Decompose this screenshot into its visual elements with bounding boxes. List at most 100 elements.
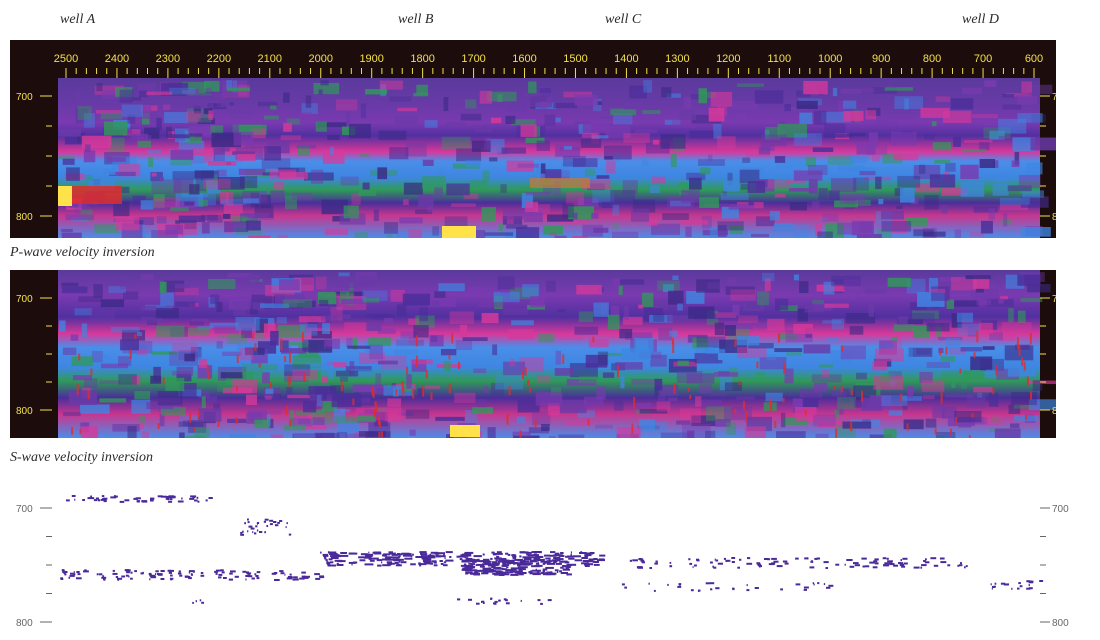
- velocity-streak: [932, 142, 951, 151]
- s-wave-point: [63, 571, 66, 574]
- s-wave-point: [115, 576, 119, 578]
- velocity-streak: [160, 89, 187, 96]
- velocity-streak: [780, 305, 798, 312]
- velocity-streak: [501, 147, 526, 154]
- velocity-streak: [585, 354, 608, 368]
- s-wave-point: [191, 573, 193, 576]
- velocity-streak: [562, 354, 565, 364]
- velocity-streak: [481, 207, 496, 222]
- s-wave-point: [286, 522, 288, 525]
- velocity-streak: [213, 174, 219, 184]
- s-wave-point: [746, 589, 750, 592]
- velocity-streak: [236, 154, 256, 161]
- velocity-streak: [140, 200, 154, 210]
- s-wave-point: [403, 553, 412, 556]
- velocity-streak: [861, 390, 864, 402]
- trace-axis-label: 900: [872, 53, 890, 65]
- s-wave-point: [443, 554, 445, 556]
- velocity-streak: [308, 386, 331, 396]
- depth-label-right: 800: [1052, 406, 1056, 417]
- velocity-streak: [403, 182, 423, 195]
- s-wave-point: [893, 564, 898, 567]
- velocity-streak: [397, 107, 418, 112]
- velocity-streak: [827, 156, 855, 165]
- velocity-streak: [1021, 357, 1024, 366]
- velocity-streak: [184, 353, 196, 362]
- s-wave-point: [510, 573, 519, 576]
- velocity-streak: [700, 399, 722, 409]
- velocity-streak: [91, 350, 103, 363]
- velocity-streak: [979, 158, 996, 169]
- velocity-streak: [943, 110, 972, 123]
- s-wave-point: [570, 551, 572, 554]
- s-wave-point: [882, 557, 887, 560]
- velocity-streak: [511, 320, 534, 326]
- s-wave-point: [494, 557, 502, 560]
- s-wave-point: [264, 531, 266, 534]
- velocity-streak: [707, 154, 713, 161]
- velocity-streak: [530, 296, 545, 308]
- velocity-streak: [849, 326, 864, 335]
- s-wave-point: [505, 602, 510, 605]
- velocity-streak: [513, 435, 540, 438]
- s-wave-point: [505, 552, 509, 555]
- velocity-streak: [510, 358, 515, 367]
- velocity-streak: [302, 425, 327, 430]
- velocity-streak: [195, 177, 207, 192]
- velocity-streak: [274, 294, 305, 303]
- velocity-streak: [398, 412, 414, 416]
- velocity-streak: [462, 337, 488, 342]
- velocity-streak: [855, 372, 867, 380]
- s-wave-point: [403, 554, 412, 557]
- velocity-streak: [213, 147, 225, 162]
- s-wave-point: [121, 575, 125, 578]
- velocity-streak: [189, 184, 200, 195]
- s-wave-point: [535, 562, 540, 565]
- velocity-streak: [954, 411, 982, 423]
- s-wave-point: [382, 564, 391, 567]
- velocity-streak: [160, 407, 186, 416]
- velocity-streak: [591, 212, 599, 219]
- velocity-streak: [960, 347, 983, 352]
- s-wave-point: [339, 554, 349, 557]
- s-wave-point: [498, 558, 507, 561]
- velocity-streak: [963, 370, 984, 380]
- velocity-streak: [329, 146, 335, 155]
- s-wave-point: [194, 499, 198, 502]
- velocity-streak: [405, 142, 427, 157]
- velocity-streak: [976, 330, 979, 343]
- velocity-streak: [715, 312, 737, 318]
- s-wave-point: [669, 565, 673, 568]
- velocity-streak: [591, 135, 609, 139]
- s-wave-point: [74, 498, 76, 501]
- velocity-streak: [524, 92, 553, 108]
- velocity-streak: [90, 368, 93, 376]
- velocity-streak: [299, 112, 312, 124]
- s-wave-point: [326, 562, 331, 565]
- s-wave-point: [320, 551, 322, 554]
- velocity-streak: [673, 382, 676, 394]
- velocity-streak: [521, 371, 524, 380]
- trace-axis-label: 2000: [308, 53, 332, 65]
- s-wave-point: [565, 567, 569, 570]
- s-wave-point: [519, 551, 526, 554]
- s-wave-point: [510, 567, 520, 570]
- velocity-streak: [125, 134, 137, 146]
- velocity-streak: [796, 100, 818, 109]
- velocity-streak: [554, 235, 567, 238]
- s-wave-point: [901, 564, 905, 566]
- velocity-streak: [893, 334, 903, 349]
- s-wave-point: [599, 554, 606, 557]
- velocity-streak: [783, 106, 807, 111]
- s-wave-point: [424, 562, 433, 565]
- velocity-streak: [872, 361, 887, 371]
- velocity-streak: [793, 170, 823, 181]
- s-wave-point: [215, 572, 218, 575]
- s-wave-point: [256, 577, 260, 580]
- velocity-streak: [254, 417, 271, 429]
- s-wave-velocity-panel: 700 700 800 800: [10, 474, 1090, 634]
- s-wave-point: [302, 576, 309, 579]
- velocity-streak: [969, 231, 985, 237]
- velocity-streak: [939, 277, 961, 282]
- velocity-streak: [207, 184, 221, 194]
